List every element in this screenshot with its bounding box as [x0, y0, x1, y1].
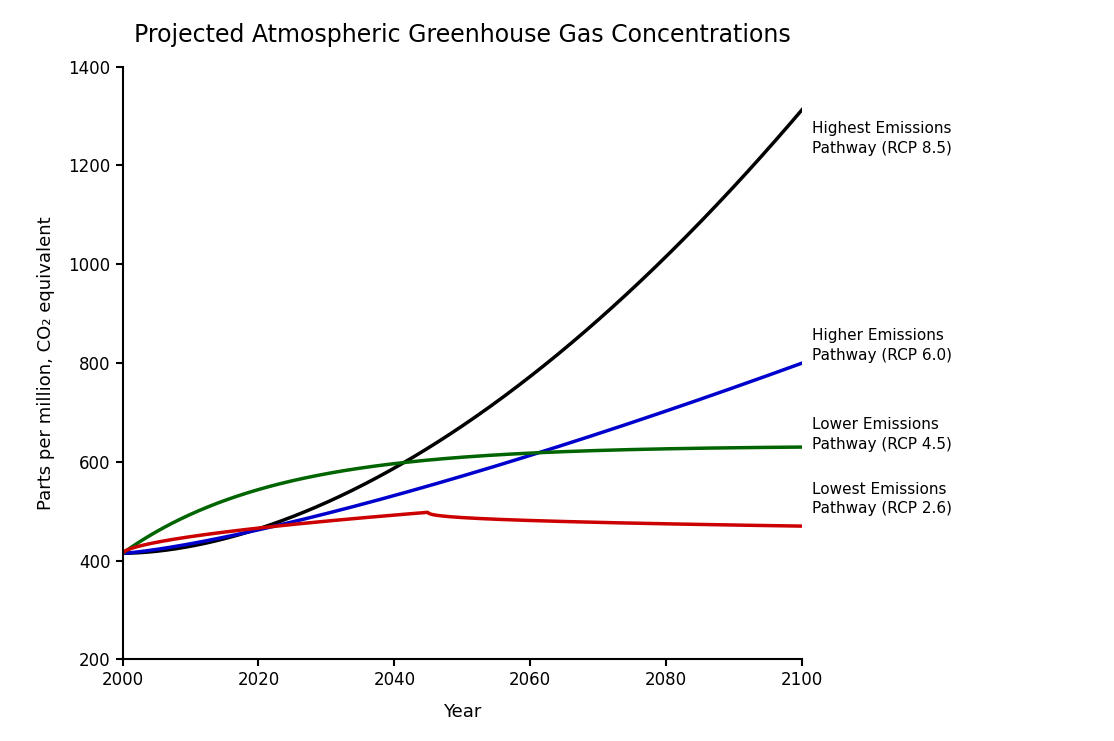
Y-axis label: Parts per million, CO₂ equivalent: Parts per million, CO₂ equivalent [37, 216, 55, 510]
Text: Lower Emissions
Pathway (RCP 4.5): Lower Emissions Pathway (RCP 4.5) [812, 417, 952, 452]
Text: Higher Emissions
Pathway (RCP 6.0): Higher Emissions Pathway (RCP 6.0) [812, 328, 952, 363]
Text: Highest Emissions
Pathway (RCP 8.5): Highest Emissions Pathway (RCP 8.5) [812, 121, 952, 156]
Text: Lowest Emissions
Pathway (RCP 2.6): Lowest Emissions Pathway (RCP 2.6) [812, 482, 952, 516]
Title: Projected Atmospheric Greenhouse Gas Concentrations: Projected Atmospheric Greenhouse Gas Con… [134, 23, 791, 47]
X-axis label: Year: Year [443, 703, 481, 721]
